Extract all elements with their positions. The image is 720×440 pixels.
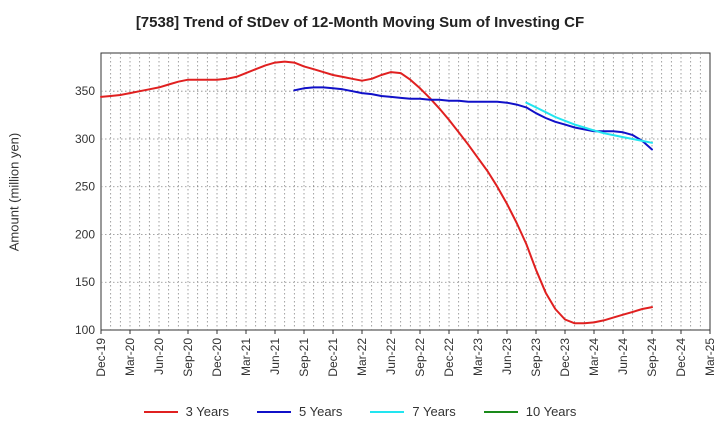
legend-label-7-years: 7 Years bbox=[412, 404, 456, 419]
legend-swatch-3-years bbox=[143, 410, 178, 413]
y-tick-label: 100 bbox=[75, 323, 95, 337]
y-tick-label: 250 bbox=[75, 180, 95, 194]
x-tick-label: Sep-20 bbox=[181, 338, 195, 377]
x-tick-label: Jun-21 bbox=[268, 338, 282, 375]
legend: 3 Years 5 Years 7 Years 10 Years bbox=[0, 404, 720, 419]
legend-item-7-years: 7 Years bbox=[370, 404, 456, 419]
legend-item-5-years: 5 Years bbox=[257, 404, 342, 419]
legend-label-3-years: 3 Years bbox=[185, 404, 229, 419]
x-tick-label: Sep-23 bbox=[529, 338, 543, 377]
x-tick-label: Mar-22 bbox=[355, 338, 369, 376]
x-tick-label: Mar-24 bbox=[587, 338, 601, 376]
x-tick-label: Mar-21 bbox=[239, 338, 253, 376]
plot-area bbox=[100, 52, 711, 331]
x-tick-label: Sep-22 bbox=[413, 338, 427, 377]
legend-swatch-10-years bbox=[483, 410, 518, 413]
legend-item-10-years: 10 Years bbox=[483, 404, 577, 419]
y-tick-label: 300 bbox=[75, 132, 95, 146]
x-tick-label: Sep-21 bbox=[297, 338, 311, 377]
x-tick-label: Jun-22 bbox=[384, 338, 398, 375]
y-tick-label: 350 bbox=[75, 84, 95, 98]
series-line-7-years bbox=[525, 101, 653, 144]
x-tick-label: Jun-20 bbox=[152, 338, 166, 375]
x-tick-label: Mar-25 bbox=[703, 338, 717, 376]
x-tick-label: Dec-21 bbox=[326, 338, 340, 377]
legend-swatch-7-years bbox=[370, 410, 405, 413]
x-tick-label: Jun-24 bbox=[616, 338, 630, 375]
x-tick-label: Dec-22 bbox=[442, 338, 456, 377]
x-tick-label: Dec-20 bbox=[210, 338, 224, 377]
x-tick-label: Dec-23 bbox=[558, 338, 572, 377]
legend-item-3-years: 3 Years bbox=[143, 404, 229, 419]
legend-label-5-years: 5 Years bbox=[299, 404, 343, 419]
x-tick-label: Dec-24 bbox=[674, 338, 688, 377]
x-tick-label: Jun-23 bbox=[500, 338, 514, 375]
legend-swatch-5-years bbox=[257, 410, 291, 413]
x-tick-label: Sep-24 bbox=[645, 338, 659, 377]
x-tick-label: Mar-20 bbox=[123, 338, 137, 376]
y-tick-label: 200 bbox=[75, 227, 95, 241]
chart-title: [7538] Trend of StDev of 12-Month Moving… bbox=[135, 14, 585, 31]
legend-label-10-years: 10 Years bbox=[525, 404, 577, 419]
series-line-3-years bbox=[100, 60, 653, 325]
x-tick-label: Mar-23 bbox=[471, 338, 485, 376]
series-line-5-years bbox=[293, 86, 653, 151]
x-tick-label: Dec-19 bbox=[94, 338, 108, 377]
y-tick-label: 150 bbox=[75, 275, 95, 289]
